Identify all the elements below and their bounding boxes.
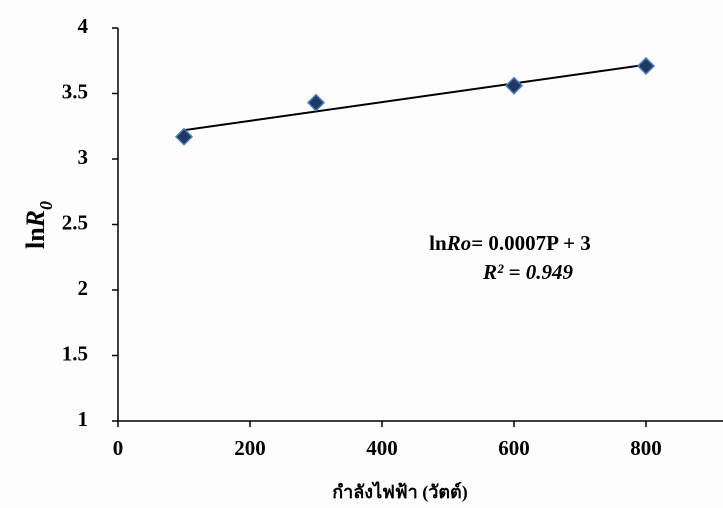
y-tick-label: 1 — [78, 407, 89, 431]
chart: กำลังไฟฟ้า (วัตต์) lnR0 lnRo= 0.0007P + … — [0, 0, 723, 508]
x-tick-label: 600 — [498, 436, 530, 460]
y-tick-label: 2 — [78, 276, 89, 300]
y-tick-label: 4 — [78, 14, 89, 38]
eq-var: Ro — [446, 231, 472, 255]
eq-rest: = 0.0007P + 3 — [471, 231, 591, 255]
x-tick-label: 800 — [630, 436, 662, 460]
y-tick-label: 1.5 — [62, 341, 88, 365]
eq-prefix: ln — [429, 231, 447, 255]
y-tick-label: 2.5 — [62, 210, 88, 234]
r-squared: R² = 0.949 — [482, 260, 574, 284]
y-tick-label: 3.5 — [62, 79, 88, 103]
x-tick-label: 400 — [366, 436, 398, 460]
y-title-prefix: ln — [21, 227, 50, 249]
y-title-sub: 0 — [36, 201, 56, 210]
background — [0, 0, 723, 508]
y-tick-label: 3 — [78, 145, 89, 169]
x-tick-label: 200 — [234, 436, 266, 460]
x-axis-title: กำลังไฟฟ้า (วัตต์) — [332, 481, 467, 503]
y-title-var: R — [21, 210, 50, 228]
x-tick-label: 0 — [113, 436, 124, 460]
equation: lnRo= 0.0007P + 3 — [429, 231, 591, 255]
